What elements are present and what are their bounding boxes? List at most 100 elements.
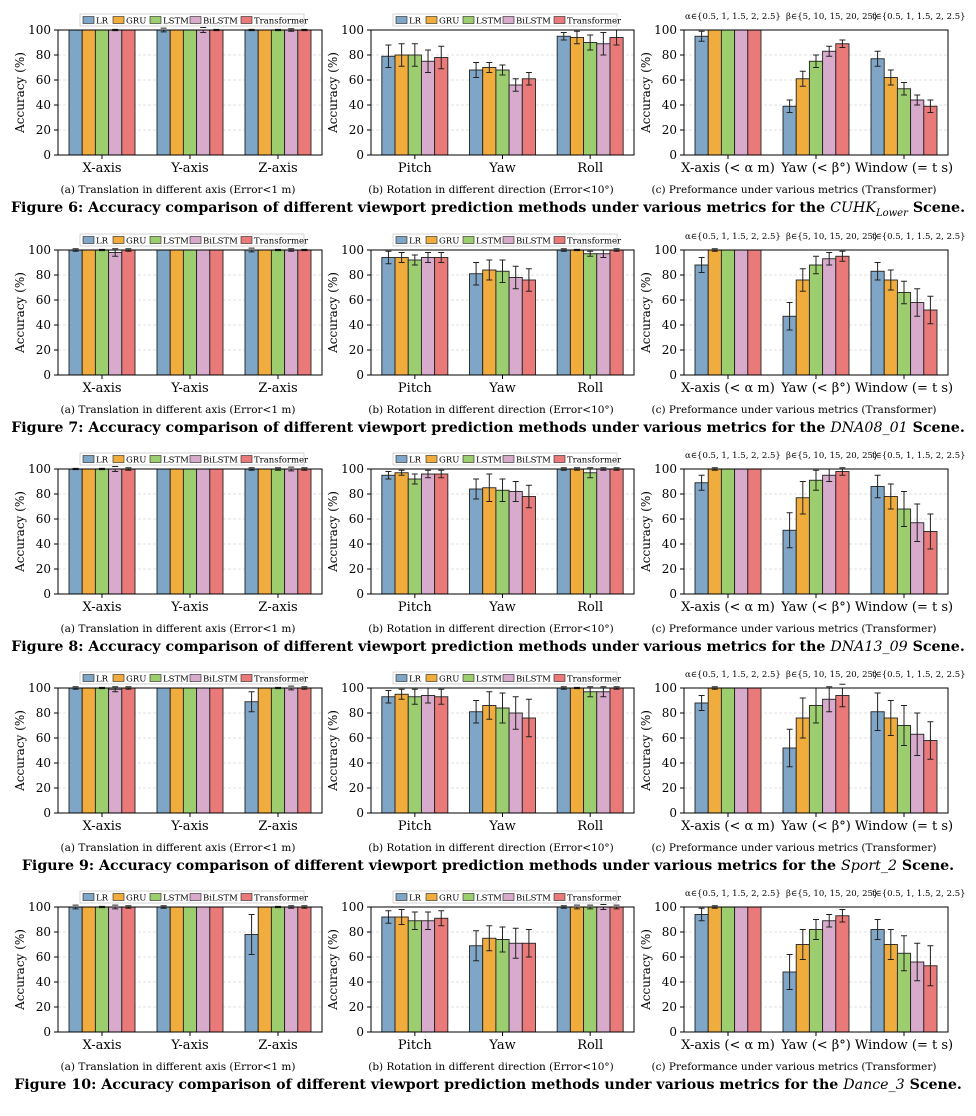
caption-scene: DNA13_09 [830,639,908,655]
y-tick-label: 100 [341,23,364,37]
bar-bilstm [196,249,211,376]
bar-bilstm [196,29,211,156]
y-tick-label: 20 [36,123,51,137]
x-tick-label: Yaw [488,161,515,176]
bar-4th [822,50,837,156]
legend-swatch-lr [82,674,95,682]
y-tick-label: 100 [341,681,364,695]
y-axis-label: Accuracy (%) [13,491,27,573]
bar-bilstm [284,906,299,1033]
bar-1st [694,35,709,156]
y-tick-label: 60 [349,512,364,526]
legend-label-bilstm: BiLSTM [516,894,551,904]
y-tick-label: 60 [349,950,364,964]
x-tick-label: Y-axis [170,381,208,396]
y-tick-label: 100 [28,462,51,476]
x-tick-label: Pitch [398,600,432,615]
bar-transformer [297,906,312,1033]
legend-swatch-bilstm [502,893,515,901]
bar-bilstm [284,29,299,156]
bar-bilstm [420,473,436,595]
bar-5th [747,687,762,814]
bar-gru [569,906,585,1033]
bar-gru [257,687,272,814]
legend-label-lstm: LSTM [163,894,189,904]
bar-4th [822,474,837,595]
chart-panel-6a [54,13,323,159]
legend-label-gru: GRU [439,17,459,27]
bar-transformer [609,249,624,376]
y-tick-label: 0 [669,368,677,382]
bar-gru [169,29,184,156]
bar-transformer [434,257,449,376]
bar-gru [257,249,272,376]
y-tick-label: 0 [43,587,51,601]
legend-label-gru: GRU [126,675,146,685]
legend-label-bilstm: BiLSTM [203,894,238,904]
bar-bilstm [596,906,611,1033]
bar-lstm [583,906,598,1033]
legend-label-bilstm: BiLSTM [203,17,238,27]
y-tick-label: 20 [662,1000,677,1014]
y-tick-label: 20 [36,562,51,576]
y-tick-label: 80 [349,487,364,501]
chart-panel-9b [367,671,635,817]
chart-panel-8b [367,452,635,598]
bar-lstm [182,468,198,595]
legend-label-gru: GRU [126,456,146,466]
subcaption-a: (a) Translation in different axis (Error… [60,184,296,196]
bar-bilstm [596,43,611,156]
legend-label-transformer: Transformer [254,17,309,27]
y-tick-label: 100 [341,243,364,257]
x-tick-label: Yaw (< β°) [780,600,851,615]
metric-header-alpha: α∈{0.5, 1, 1.5, 2, 2.5} [685,232,781,242]
x-tick-label: X-axis (< α m) [681,819,775,834]
figure-caption: Figure 9: Accuracy comparison of differe… [0,858,976,874]
legend-swatch-gru [112,455,125,463]
x-tick-label: Window (= t s) [855,1038,953,1053]
bar-lstm [583,42,598,156]
bar-gru [257,29,272,156]
bar-transformer [297,249,312,376]
bar-lr [156,687,171,814]
y-tick-label: 40 [349,975,364,989]
y-tick-label: 20 [662,781,677,795]
y-axis-label: Accuracy (%) [13,272,27,354]
y-tick-label: 60 [662,731,677,745]
legend-swatch-lr [82,16,95,24]
y-tick-label: 60 [349,73,364,87]
y-axis-label: Accuracy (%) [13,929,27,1011]
legend-label-gru: GRU [126,17,146,27]
bar-lstm [94,468,110,595]
bar-lstm [583,253,598,376]
chart-panel-10c [680,905,949,1036]
subcaption-c: (c) Preformance under various metrics (T… [651,842,937,854]
y-tick-label: 100 [341,462,364,476]
bar-4th [734,29,749,156]
legend-swatch-lstm [149,16,162,24]
bar-lr [556,906,571,1033]
bar-5th [835,255,850,376]
x-tick-label: Yaw (< β°) [780,1038,851,1053]
y-tick-label: 40 [349,537,364,551]
y-tick-label: 40 [36,975,51,989]
bar-transformer [434,917,449,1033]
bar-4th [910,99,925,156]
y-tick-label: 20 [36,781,51,795]
y-tick-label: 20 [349,123,364,137]
bar-5th [747,468,762,595]
y-tick-label: 40 [36,318,51,332]
y-tick-label: 20 [662,562,677,576]
bar-3rd [720,468,736,595]
bar-gru [169,468,184,595]
bar-lstm [270,687,286,814]
bar-bilstm [284,468,299,595]
legend-label-bilstm: BiLSTM [516,237,551,247]
legend-label-gru: GRU [126,237,146,247]
bar-4th [822,258,837,376]
subcaption-b: (b) Rotation in different direction (Err… [368,184,614,196]
bar-transformer [609,37,624,156]
legend-swatch-transformer [553,674,566,682]
legend-label-lstm: LSTM [163,237,189,247]
